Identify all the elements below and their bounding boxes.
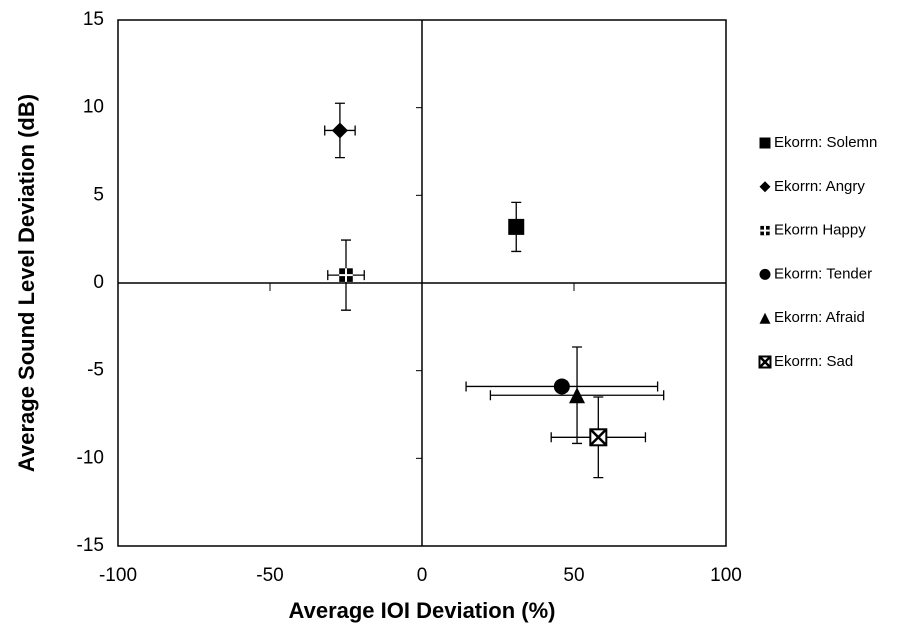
y-tick-label: 15 (83, 9, 104, 30)
legend-label: Ekorrn: Sad (774, 353, 853, 370)
y-tick-label: -10 (77, 447, 104, 468)
marker (508, 218, 525, 235)
y-tick-label: -15 (77, 535, 104, 556)
marker-shape (758, 355, 772, 369)
x-tick-label: 0 (417, 565, 428, 586)
marker (339, 268, 353, 282)
marker (759, 137, 771, 149)
legend-label: Ekorrn: Afraid (774, 309, 865, 326)
marker (589, 428, 608, 447)
y-tick-label: -5 (87, 360, 104, 381)
legend-label: Ekorrn: Solemn (774, 134, 877, 151)
y-tick-label: 0 (93, 272, 104, 293)
marker (331, 122, 348, 139)
marker (759, 312, 771, 324)
x-tick-label: -50 (256, 565, 283, 586)
marker (553, 378, 570, 395)
marker-shape (553, 378, 570, 395)
marker-shape (589, 428, 608, 447)
marker-shape (759, 137, 771, 149)
x-tick-label: 50 (563, 565, 584, 586)
legend-label: Ekorrn Happy (774, 222, 866, 239)
marker (759, 268, 771, 280)
x-tick-label: 100 (710, 565, 742, 586)
legend-label: Ekorrn: Angry (774, 178, 865, 195)
y-tick-label: 10 (83, 97, 104, 118)
marker-shape (569, 387, 586, 404)
marker (759, 181, 771, 193)
marker-shape (759, 181, 771, 193)
x-tick-label: -100 (99, 565, 137, 586)
y-axis-label: Average Sound Level Deviation (dB) (14, 94, 39, 472)
marker-shape (331, 122, 348, 139)
marker-shape (508, 218, 525, 235)
marker-shape (759, 312, 771, 324)
legend-label: Ekorrn: Tender (774, 265, 872, 282)
marker-shape (759, 268, 771, 280)
marker (760, 225, 770, 236)
x-axis-label: Average IOI Deviation (%) (289, 598, 556, 623)
marker (758, 355, 772, 369)
y-tick-label: 5 (93, 184, 104, 205)
marker (569, 387, 586, 404)
